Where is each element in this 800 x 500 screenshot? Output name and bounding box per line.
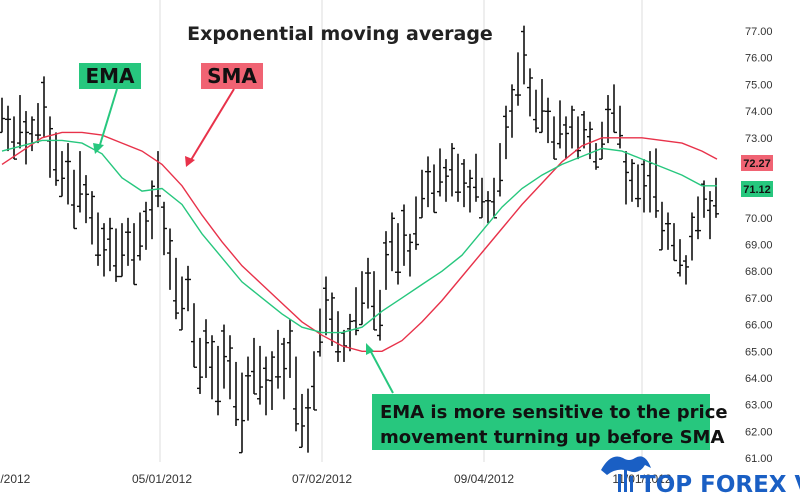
sma-arrow-head — [185, 156, 195, 167]
y-tick-label: 61.00 — [745, 453, 773, 465]
y-tick-label: 62.00 — [745, 426, 773, 438]
sma-callout: SMA — [185, 63, 263, 167]
y-tick-label: 67.00 — [745, 293, 773, 305]
sensitivity-note: EMA is more sensitive to the price movem… — [366, 343, 728, 450]
bull-logo-icon — [601, 456, 651, 492]
y-tick-label: 64.00 — [745, 373, 773, 385]
ema-label: EMA — [85, 64, 135, 88]
y-tick-label: 75.00 — [745, 79, 773, 91]
price-bars — [0, 25, 719, 454]
ema-last-value: 71.12 — [743, 184, 771, 196]
x-tick-label: 05/01/2012 — [132, 472, 192, 486]
sma-line — [1, 131, 718, 352]
y-tick-label: 68.00 — [745, 266, 773, 278]
sma-last-value: 72.27 — [743, 158, 771, 170]
watermark: TOP FOREX VN — [601, 456, 800, 498]
sma-arrow-line — [190, 88, 235, 161]
chart-title: Exponential moving average — [187, 23, 493, 45]
ema-line — [1, 139, 717, 334]
watermark-text: TOP FOREX VN — [640, 472, 800, 498]
x-axis-ticks: 1/2012 05/01/2012 07/02/2012 09/04/2012 11/0… — [0, 472, 672, 486]
note-arrow-head — [366, 343, 374, 355]
x-tick-label: 1/2012 — [0, 472, 31, 486]
note-box — [372, 394, 710, 450]
ema-callout: EMA — [79, 63, 141, 154]
ema-arrow-line — [98, 88, 118, 149]
y-tick-label: 63.00 — [745, 400, 773, 412]
note-line-1: EMA is more sensitive to the price — [380, 402, 728, 423]
note-arrow-line — [369, 349, 394, 394]
y-tick-label: 77.00 — [745, 26, 773, 38]
x-tick-label: 09/04/2012 — [454, 472, 514, 486]
y-tick-label: 66.00 — [745, 320, 773, 332]
ema-label-box — [79, 63, 141, 89]
x-tick-label: 07/02/2012 — [292, 472, 352, 486]
vertical-gridlines — [159, 0, 643, 462]
ema-last-value-badge — [741, 181, 773, 197]
sma-label-box — [201, 63, 263, 89]
x-tick-label: 11/01/2012 — [612, 472, 671, 486]
note-line-2: movement turning up before SMA — [380, 427, 724, 448]
y-tick-label: 65.00 — [745, 346, 773, 358]
y-tick-label: 76.00 — [745, 53, 773, 65]
sma-label: SMA — [207, 64, 257, 88]
sma-last-value-badge — [741, 155, 773, 171]
y-tick-label: 73.00 — [745, 133, 773, 145]
y-tick-label: 74.00 — [745, 106, 773, 118]
ema-arrow-head — [93, 143, 104, 154]
y-axis-ticks: 61.00 62.00 63.00 64.00 65.00 66.00 67.00 68.00… — [745, 26, 773, 465]
y-tick-label: 70.00 — [745, 213, 773, 225]
y-tick-label: 69.00 — [745, 240, 773, 252]
